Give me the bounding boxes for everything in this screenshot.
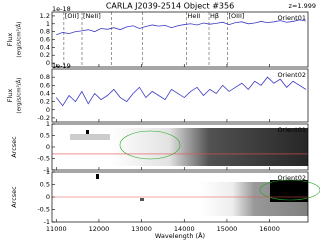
y-tick-label: 1 bbox=[46, 168, 50, 176]
x-tick-label: 12000 bbox=[89, 225, 110, 233]
x-tick-label: 15000 bbox=[217, 225, 238, 233]
emission-line-label: [NeII] bbox=[83, 12, 101, 20]
y-tick-label: 0.4 bbox=[40, 89, 50, 97]
y-tick-label: 1.2 bbox=[40, 12, 50, 20]
panel-label: Orient02 bbox=[277, 174, 306, 182]
y-tick-label: -0.5 bbox=[37, 206, 50, 214]
redshift: z=1.999 bbox=[289, 2, 316, 10]
spectrum bbox=[56, 19, 306, 36]
y-tick-label: -1 bbox=[44, 218, 50, 226]
offset-label: 1e-19 bbox=[52, 62, 71, 70]
y-tick-label: 0.4 bbox=[40, 43, 50, 51]
y-tick-label: 0 bbox=[46, 143, 50, 151]
panel-label: Orient02 bbox=[277, 71, 306, 79]
panel-frame bbox=[51, 11, 309, 68]
y-label: Flux bbox=[6, 89, 14, 103]
spectrum bbox=[55, 76, 307, 107]
panel-label: Orient01 bbox=[277, 126, 306, 134]
x-label: Wavelength (Å) bbox=[155, 231, 205, 240]
y-tick-label: -1 bbox=[44, 166, 50, 174]
x-tick-label: 14000 bbox=[174, 225, 195, 233]
title: CARLA J2039-2514 Object #356 bbox=[106, 2, 234, 11]
y-tick-label: 0.2 bbox=[40, 98, 50, 106]
y-tick-label: 0 bbox=[46, 106, 50, 114]
panel-label: Orient01 bbox=[277, 14, 306, 22]
y-label-units: (erg/s/cm²/Å) bbox=[16, 77, 23, 113]
y-tick-label: 0.8 bbox=[40, 73, 50, 81]
emission-line-label: [OII] bbox=[65, 12, 79, 20]
x-tick-label: 11000 bbox=[46, 225, 67, 233]
y-tick-label: 0.5 bbox=[40, 132, 50, 140]
offset-label: 1e-18 bbox=[52, 5, 71, 13]
y-tick-label: 1 bbox=[46, 20, 50, 28]
y-label: Arcsec bbox=[10, 136, 18, 158]
panel-frame bbox=[51, 171, 309, 223]
y-tick-label: -0.2 bbox=[37, 114, 50, 122]
y-tick-label: 0.5 bbox=[40, 181, 50, 189]
emission-line-label: Hβ bbox=[210, 12, 219, 20]
y-label: Flux bbox=[6, 33, 14, 47]
y-tick-label: 0.2 bbox=[40, 51, 50, 59]
y-tick-label: 1 bbox=[46, 120, 50, 128]
y-tick-label: 0 bbox=[46, 59, 50, 67]
y-tick-label: 0.6 bbox=[40, 81, 50, 89]
emission-line-label: [OIII] bbox=[228, 12, 244, 20]
y-tick-label: 0.6 bbox=[40, 36, 50, 44]
y-tick-label: 0.8 bbox=[40, 28, 50, 36]
image-texture bbox=[70, 128, 320, 216]
x-tick-label: 16000 bbox=[259, 225, 280, 233]
emission-line-label: HeII bbox=[187, 12, 200, 20]
y-label-units: (erg/s/cm²/Å) bbox=[16, 21, 23, 57]
x-tick-label: 13000 bbox=[131, 225, 152, 233]
panel-frame bbox=[51, 68, 309, 123]
y-tick-label: -0.5 bbox=[37, 155, 50, 163]
panel-frame bbox=[51, 123, 309, 171]
y-tick-label: 0 bbox=[46, 193, 50, 201]
y-label: Arcsec bbox=[10, 186, 18, 208]
